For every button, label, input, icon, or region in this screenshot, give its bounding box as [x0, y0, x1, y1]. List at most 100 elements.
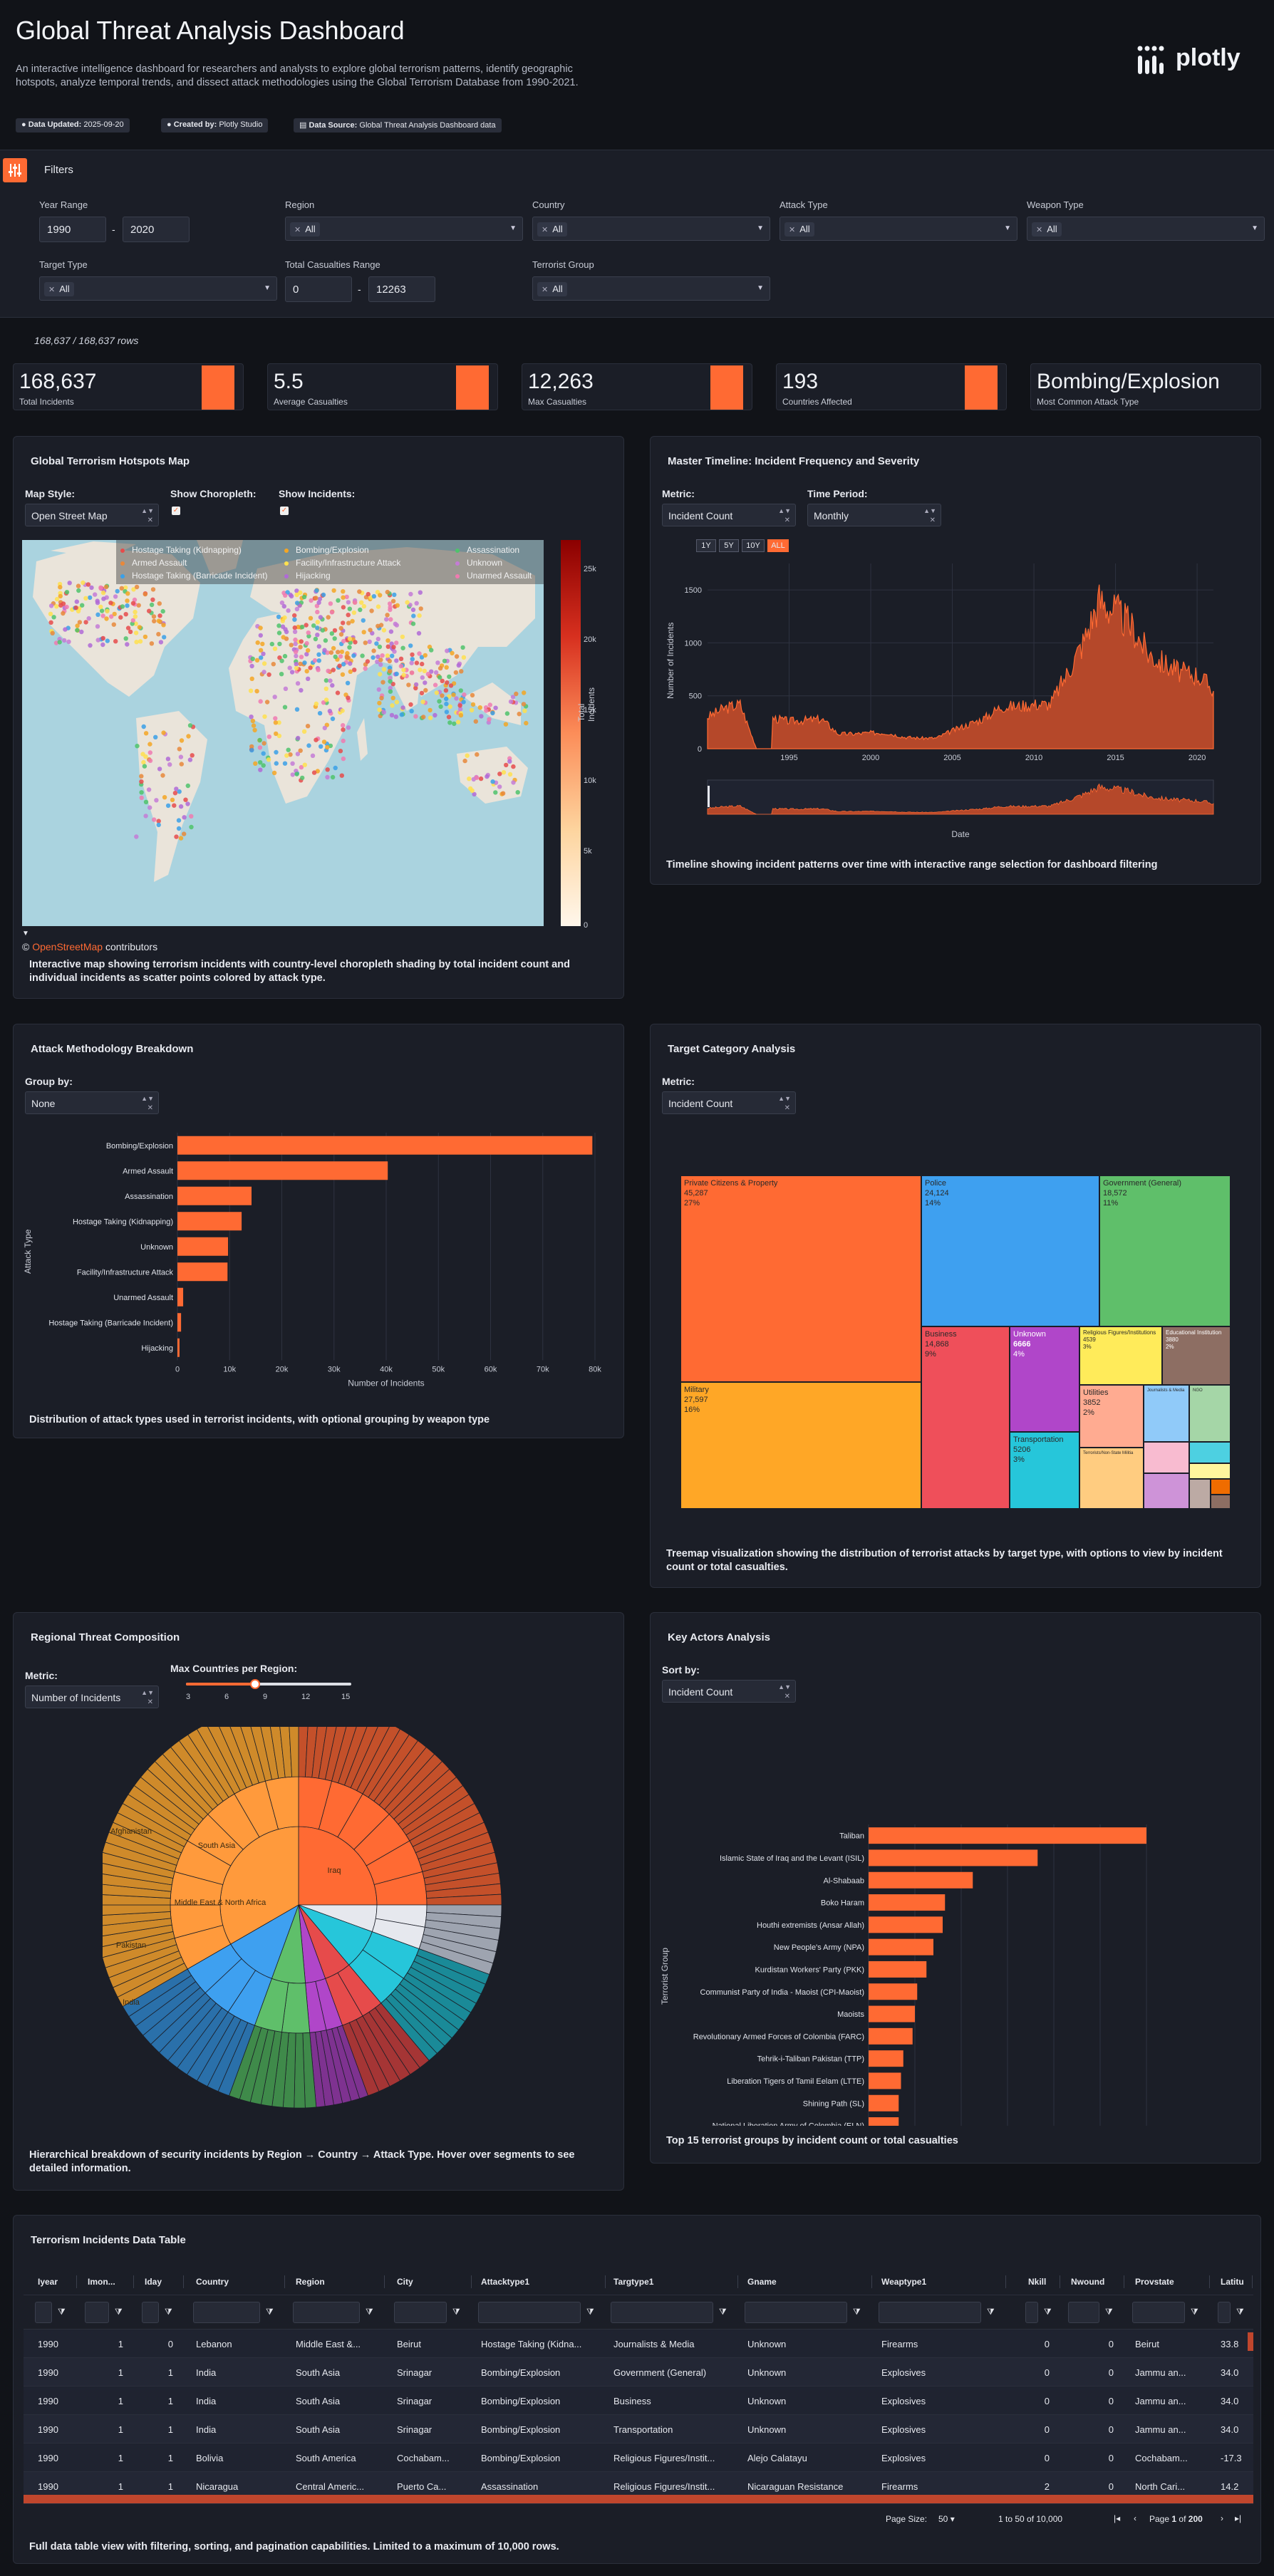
- incident-point[interactable]: [473, 719, 478, 724]
- column-separator[interactable]: [1209, 2275, 1210, 2288]
- incident-point[interactable]: [128, 629, 133, 635]
- incident-point[interactable]: [289, 643, 294, 648]
- incident-point[interactable]: [294, 662, 299, 667]
- region-dropdown[interactable]: ✕ All ▼: [285, 217, 523, 241]
- bar[interactable]: [869, 1983, 918, 2000]
- last-page-icon[interactable]: ▸|: [1235, 2513, 1242, 2523]
- incident-point[interactable]: [314, 596, 318, 601]
- incident-point[interactable]: [185, 783, 190, 789]
- incident-point[interactable]: [178, 804, 184, 809]
- incident-point[interactable]: [515, 790, 520, 795]
- clear-icon[interactable]: ✕: [147, 516, 153, 524]
- incident-point[interactable]: [320, 628, 325, 633]
- sunburst-attack-type[interactable]: [288, 1727, 299, 1777]
- year-to-input[interactable]: 2020: [123, 217, 190, 242]
- incident-point[interactable]: [125, 591, 130, 596]
- incident-point[interactable]: [381, 710, 386, 715]
- incident-point[interactable]: [133, 609, 138, 615]
- incident-point[interactable]: [279, 658, 284, 663]
- incident-point[interactable]: [150, 587, 156, 592]
- incident-point[interactable]: [306, 633, 311, 639]
- incident-point[interactable]: [507, 772, 513, 777]
- incident-point[interactable]: [250, 656, 255, 661]
- incident-point[interactable]: [500, 791, 506, 796]
- treemap-cell[interactable]: Utilities 3852 2%: [1079, 1385, 1144, 1448]
- incident-point[interactable]: [380, 653, 385, 658]
- bar[interactable]: [869, 2050, 903, 2067]
- incident-point[interactable]: [295, 681, 301, 686]
- table-row[interactable]: 1990 1 1 India South Asia Srinagar Bombing/Exp…: [24, 2415, 1253, 2443]
- incident-point[interactable]: [105, 608, 110, 614]
- incident-point[interactable]: [378, 593, 383, 598]
- incident-point[interactable]: [392, 649, 397, 654]
- incident-point[interactable]: [332, 636, 337, 641]
- column-separator[interactable]: [183, 2275, 184, 2288]
- incident-point[interactable]: [448, 683, 454, 688]
- sunburst-chart[interactable]: South Asia Middle East & North Africa Afgh…: [103, 1727, 530, 2126]
- incident-point[interactable]: [339, 649, 345, 655]
- incident-point[interactable]: [118, 615, 123, 620]
- incident-point[interactable]: [262, 714, 267, 720]
- incident-point[interactable]: [147, 805, 152, 810]
- incident-point[interactable]: [323, 678, 329, 683]
- incident-point[interactable]: [76, 588, 81, 593]
- treemap-cell[interactable]: Military 27,597 16%: [680, 1382, 921, 1509]
- incident-point[interactable]: [398, 656, 404, 661]
- incident-point[interactable]: [514, 691, 519, 697]
- incident-point[interactable]: [318, 615, 323, 620]
- incident-point[interactable]: [134, 834, 139, 839]
- incident-point[interactable]: [413, 682, 419, 687]
- incident-point[interactable]: [294, 592, 299, 598]
- incident-point[interactable]: [125, 642, 130, 647]
- incident-point[interactable]: [130, 618, 135, 623]
- incident-point[interactable]: [377, 707, 382, 712]
- incident-point[interactable]: [179, 762, 184, 767]
- incident-point[interactable]: [304, 640, 309, 646]
- incident-point[interactable]: [368, 628, 373, 633]
- incident-point[interactable]: [392, 592, 397, 598]
- incident-point[interactable]: [408, 702, 413, 707]
- treemap-cell[interactable]: Government (General) 18,572 11%: [1099, 1175, 1231, 1326]
- column-header[interactable]: Nwound: [1071, 2277, 1105, 2287]
- incident-point[interactable]: [294, 665, 299, 671]
- incident-point[interactable]: [337, 663, 342, 668]
- incident-point[interactable]: [456, 663, 461, 668]
- treemap-cell[interactable]: Terrorists/Non-State Militia: [1079, 1448, 1144, 1509]
- incident-point[interactable]: [390, 682, 395, 687]
- incident-point[interactable]: [292, 629, 298, 634]
- incident-point[interactable]: [408, 643, 413, 648]
- weapon-type-dropdown[interactable]: ✕ All ▼: [1027, 217, 1265, 241]
- incident-point[interactable]: [157, 601, 162, 606]
- incident-point[interactable]: [344, 654, 349, 659]
- column-filter-input[interactable]: [293, 2302, 360, 2323]
- incident-point[interactable]: [460, 645, 465, 650]
- clear-icon[interactable]: ✕: [542, 286, 549, 294]
- incident-point[interactable]: [170, 797, 175, 802]
- incident-point[interactable]: [281, 603, 286, 609]
- incident-point[interactable]: [341, 638, 346, 644]
- incident-point[interactable]: [104, 616, 109, 621]
- incident-point[interactable]: [433, 682, 438, 687]
- incident-point[interactable]: [301, 594, 307, 600]
- osm-link[interactable]: OpenStreetMap: [32, 941, 103, 952]
- incident-point[interactable]: [344, 594, 349, 600]
- incident-point[interactable]: [131, 587, 136, 592]
- incident-point[interactable]: [331, 588, 336, 593]
- incident-point[interactable]: [348, 661, 353, 666]
- column-filter-input[interactable]: [879, 2302, 981, 2323]
- table-row[interactable]: 1990 1 1 India South Asia Srinagar Bombing/Exp…: [24, 2387, 1253, 2415]
- incident-point[interactable]: [176, 818, 182, 823]
- legend-item[interactable]: Unknown: [455, 558, 502, 568]
- incident-point[interactable]: [252, 727, 257, 733]
- incident-point[interactable]: [394, 658, 399, 663]
- incident-point[interactable]: [493, 790, 498, 795]
- incident-point[interactable]: [450, 650, 455, 655]
- incident-point[interactable]: [298, 748, 303, 753]
- incident-point[interactable]: [130, 601, 136, 606]
- clear-icon[interactable]: ✕: [784, 1104, 790, 1112]
- incident-point[interactable]: [346, 613, 351, 618]
- incident-point[interactable]: [352, 668, 357, 672]
- bar[interactable]: [177, 1186, 252, 1205]
- incident-point[interactable]: [156, 819, 161, 824]
- incident-point[interactable]: [58, 593, 63, 599]
